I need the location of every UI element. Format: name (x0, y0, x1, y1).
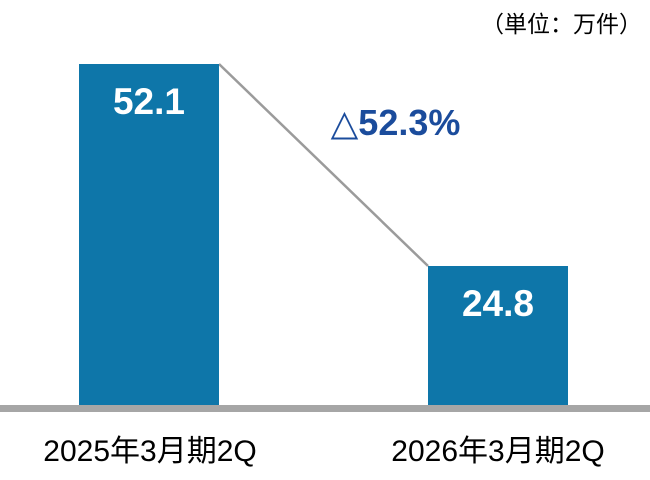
category-label-2026: 2026年3月期2Q (391, 435, 605, 468)
unit-note-label: （単位：万件） (481, 11, 642, 37)
category-label-2025: 2025年3月期2Q (43, 435, 257, 468)
x-axis-baseline (0, 405, 650, 412)
bar-2026: 24.8 (428, 266, 568, 405)
bar-2025-value-label: 52.1 (112, 81, 185, 122)
bar-2026-value-label: 24.8 (461, 283, 534, 324)
percent-change-annotation: △52.3% (330, 102, 461, 143)
bar-2025: 52.1 (79, 64, 219, 405)
